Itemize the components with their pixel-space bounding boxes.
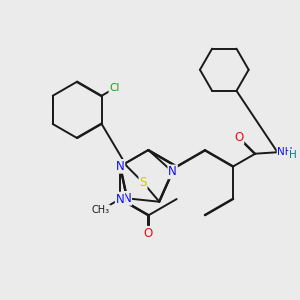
Text: O: O [234, 131, 244, 144]
Text: N: N [116, 193, 124, 206]
Text: N: N [122, 192, 131, 205]
Text: NH: NH [278, 147, 293, 157]
Text: N: N [116, 160, 124, 173]
Text: N: N [168, 165, 177, 178]
Text: S: S [139, 176, 147, 189]
Text: CH₃: CH₃ [92, 205, 110, 215]
Text: H: H [289, 150, 297, 160]
Text: O: O [144, 227, 153, 240]
Text: Cl: Cl [109, 83, 120, 93]
